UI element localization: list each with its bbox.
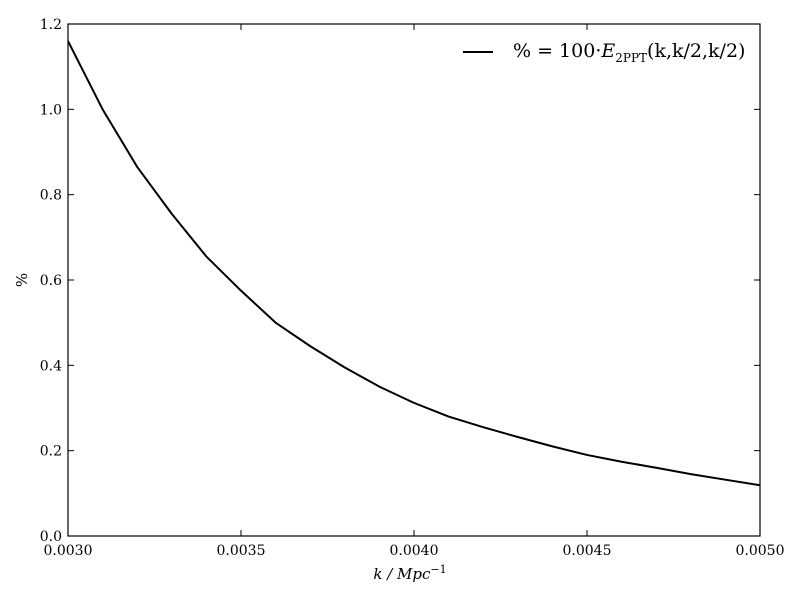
y-tick-label: 0.2 [40,444,62,460]
y-tick-label: 0.6 [40,273,62,289]
x-tick-label: 0.0050 [736,543,785,559]
x-axis-label: k / Mpc−1 [373,563,446,583]
plot-frame [67,23,761,537]
series-line [67,40,761,487]
x-axis-ticks: 0.0030 0.0035 0.0040 0.0045 0.0050 [44,24,785,559]
y-tick-label: 0.0 [40,529,62,545]
legend: % = 100·E2PPT(k,k/2,k/2) [463,40,745,65]
y-tick-label: 0.8 [40,188,62,204]
x-tick-label: 0.0035 [217,543,266,559]
y-axis-label: % [13,273,31,287]
y-tick-label: 1.2 [40,17,62,33]
y-tick-label: 1.0 [40,102,62,118]
legend-label: % = 100·E2PPT(k,k/2,k/2) [513,40,745,65]
y-tick-label: 0.4 [40,358,62,374]
x-tick-label: 0.0030 [44,543,93,559]
x-axis-label-exponent: −1 [430,563,446,576]
x-tick-label: 0.0045 [563,543,612,559]
series-layer [67,40,761,487]
x-tick-label: 0.0040 [390,543,439,559]
y-axis-ticks: 0.0 0.2 0.4 0.6 0.8 1.0 1.2 [40,17,760,545]
